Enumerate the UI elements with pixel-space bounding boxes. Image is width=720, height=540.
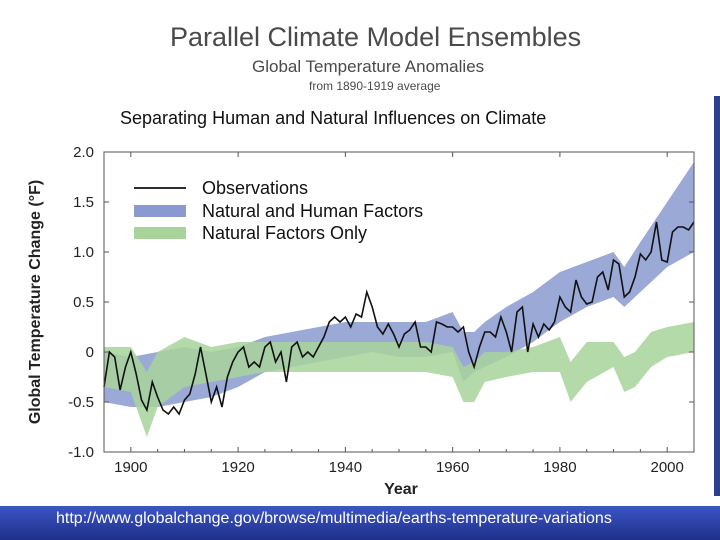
x-tick-label: 1960 xyxy=(436,459,469,476)
y-axis-label: Global Temperature Change (°F) xyxy=(27,180,44,424)
x-axis-label: Year xyxy=(384,481,418,498)
temperature-chart: 1900 1920 1940 1960 1980 2000 -1.0 -0.5 0 0.5 1.0 1… xyxy=(27,144,695,498)
band-series-2 xyxy=(104,322,694,437)
y-tick-label: -1.0 xyxy=(68,444,94,461)
plot-frame xyxy=(103,151,695,453)
observations-line xyxy=(103,221,695,416)
band-layer xyxy=(104,162,694,437)
page-subtitle: Global Temperature Anomalies xyxy=(252,57,485,76)
y-tick-label: 2.0 xyxy=(73,144,94,161)
x-tick-label: 1980 xyxy=(543,459,576,476)
legend: Observations Natural and Human FactorsNat… xyxy=(134,178,423,243)
baseline-note: from 1890-1919 average xyxy=(309,79,441,93)
y-tick-label: 1.5 xyxy=(73,194,94,211)
observation-layer xyxy=(103,221,695,416)
legend-swatch-2 xyxy=(134,227,186,239)
x-tick-label: 1900 xyxy=(114,459,147,476)
source-url[interactable]: http://www.globalchange.gov/browse/multi… xyxy=(56,510,612,527)
legend-label-0: Observations xyxy=(202,178,308,198)
chart-title: Separating Human and Natural Influences … xyxy=(120,108,547,128)
legend-label-1: Natural and Human Factors xyxy=(202,201,423,221)
y-tick-label: 0.5 xyxy=(73,294,94,311)
slide-accent-bar xyxy=(714,96,720,496)
legend-swatch-1 xyxy=(134,205,186,217)
y-tick-label: -0.5 xyxy=(68,394,94,411)
x-tick-label: 1920 xyxy=(221,459,254,476)
page-title: Parallel Climate Model Ensembles xyxy=(170,22,582,52)
y-tick-label: 1.0 xyxy=(73,244,94,261)
y-tick-label: 0 xyxy=(86,344,94,361)
x-tick-label: 1940 xyxy=(329,459,362,476)
legend-label-2: Natural Factors Only xyxy=(202,223,367,243)
x-tick-label: 2000 xyxy=(650,459,683,476)
footer-bar: http://www.globalchange.gov/browse/multi… xyxy=(0,506,720,540)
tick-layer: 1900 1920 1940 1960 1980 2000 -1.0 -0.5 0 0.5 1.0 1… xyxy=(68,144,695,476)
